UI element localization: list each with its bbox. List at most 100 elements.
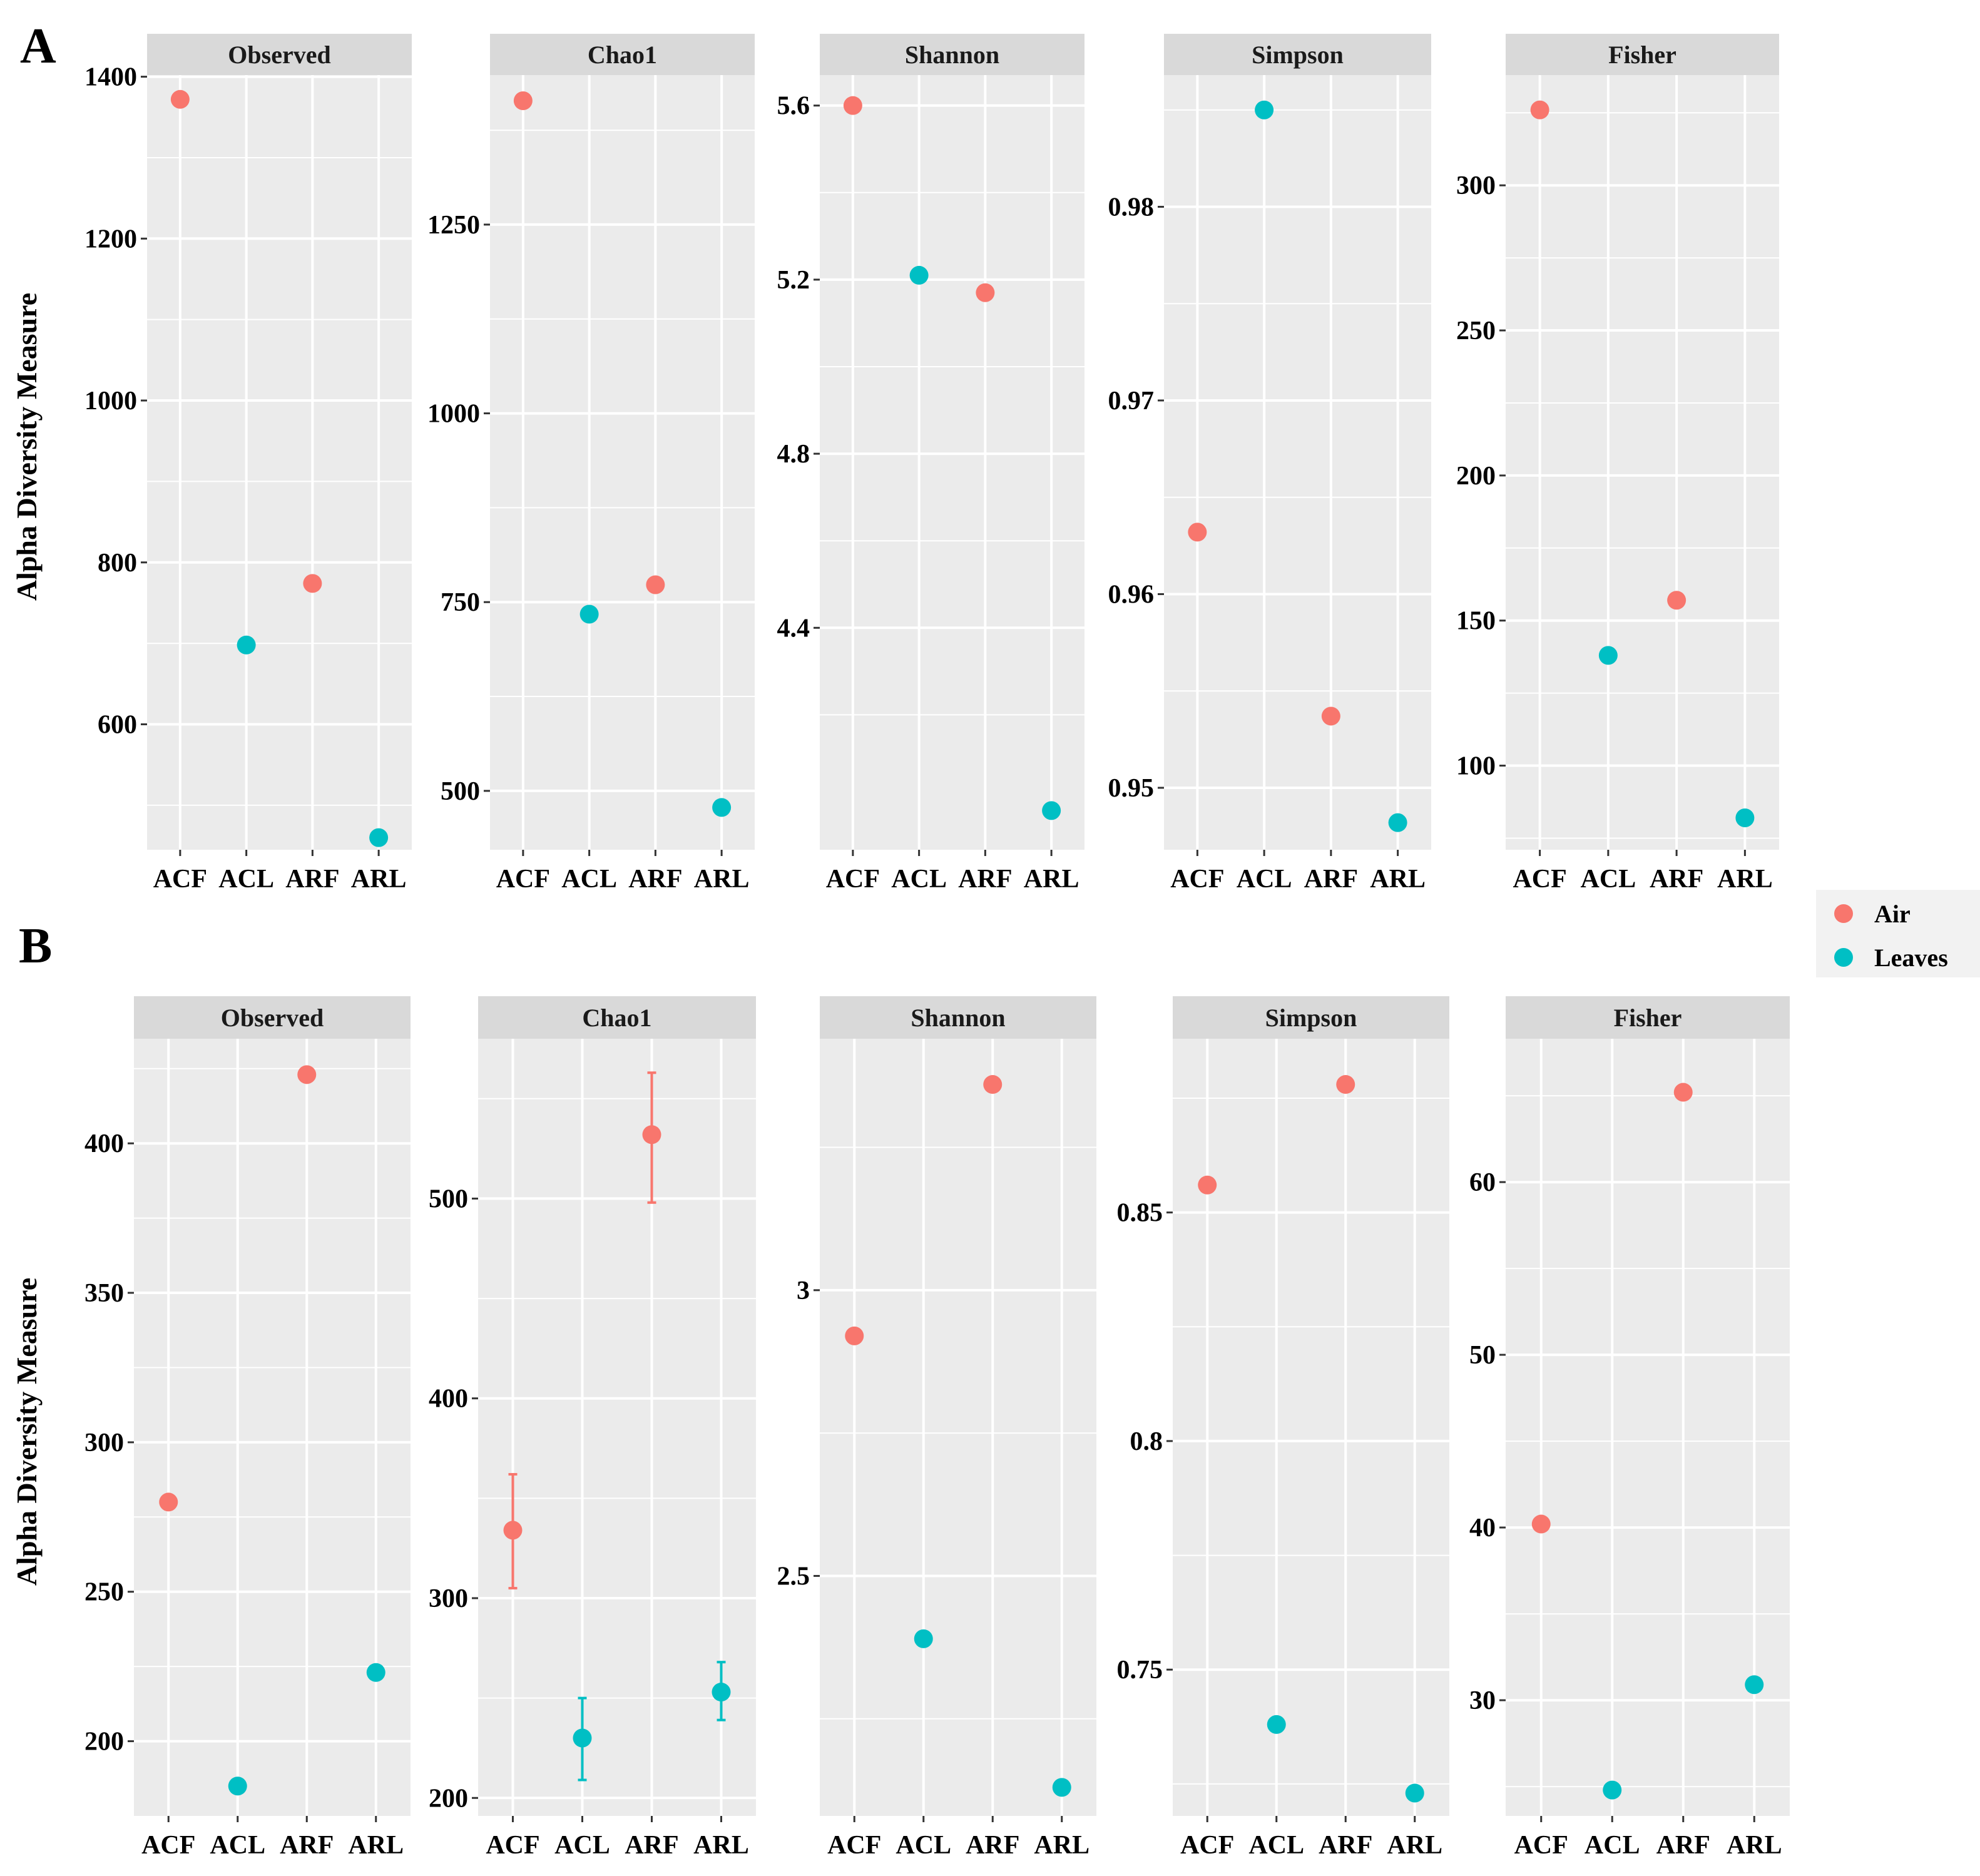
facet-strip	[147, 34, 412, 75]
data-point	[1673, 1083, 1693, 1102]
plot-panel	[1506, 75, 1779, 850]
facet-b-fisher: Fisher 30 40 50 60 ACF ACL ARF ARL	[1469, 996, 1790, 1860]
facet-strip	[1164, 34, 1431, 75]
facet-a-simpson: Simpson 0.95 0.96 0.97 0.98 ACF ACL ARF ARL	[1108, 34, 1431, 894]
data-point	[297, 1065, 317, 1084]
panel-label-b: B	[19, 919, 52, 974]
x-tick-label: ARL	[1370, 865, 1426, 894]
data-point	[1531, 1514, 1551, 1534]
y-tick-label: 150	[1456, 607, 1496, 636]
x-tick-label: ACL	[1248, 1831, 1304, 1860]
legend-key-air	[1834, 904, 1853, 923]
plot-panel	[1506, 1039, 1790, 1816]
x-tick-label: ACL	[1581, 865, 1636, 894]
data-point	[1388, 813, 1407, 832]
data-point	[712, 1683, 731, 1702]
facet-strip-title: Chao1	[582, 1004, 651, 1032]
facet-strip-title: Chao1	[588, 41, 657, 69]
x-tick-label: ACF	[826, 865, 880, 894]
plot-panel	[478, 1039, 756, 1816]
facet-strip-title: Shannon	[905, 41, 999, 69]
x-tick-label: ACF	[1514, 1831, 1568, 1860]
data-point	[1052, 1778, 1071, 1797]
data-point	[1603, 1780, 1622, 1800]
facet-strip	[134, 996, 411, 1039]
data-point	[579, 604, 599, 624]
y-tick-label: 800	[98, 549, 137, 578]
y-tick-label: 40	[1469, 1514, 1496, 1542]
plot-panel	[820, 1039, 1096, 1816]
facet-b-chao1: Chao1 200 300 400 500 ACF ACL ARF ARL	[429, 996, 756, 1860]
data-point	[573, 1728, 592, 1748]
data-point	[513, 91, 533, 111]
facet-strip	[820, 996, 1096, 1039]
x-tick-label: ARL	[348, 1831, 404, 1860]
facet-b-shannon: Shannon 2.5 3 ACF ACL ARF ARL	[777, 996, 1096, 1860]
y-tick-label: 500	[441, 777, 480, 806]
facet-strip	[478, 996, 756, 1039]
x-tick-label: ARL	[1717, 865, 1773, 894]
x-tick-label: ACL	[561, 865, 617, 894]
data-point	[712, 798, 732, 817]
x-tick-label: ARF	[1656, 1831, 1710, 1860]
x-tick-label: ACF	[486, 1831, 539, 1860]
y-tick-label: 500	[429, 1185, 468, 1213]
y-tick-label: 100	[1456, 752, 1496, 781]
data-point	[369, 828, 389, 847]
x-tick-label: ACL	[218, 865, 274, 894]
data-point	[914, 1629, 933, 1648]
facet-strip	[820, 34, 1084, 75]
facet-b-simpson: Simpson 0.75 0.8 0.85 ACF ACL ARF ARL	[1117, 996, 1449, 1860]
legend-label-air: Air	[1874, 900, 1911, 928]
x-tick-label: ARL	[694, 865, 750, 894]
y-tick-label: 0.85	[1117, 1199, 1163, 1228]
x-tick-label: ACL	[210, 1831, 265, 1860]
data-point	[843, 96, 862, 115]
data-point	[1530, 100, 1549, 120]
y-tick-label: 0.75	[1117, 1656, 1163, 1685]
plot-panel	[490, 75, 755, 850]
y-axis-title-b: Alpha Diversity Measure	[11, 1278, 43, 1586]
x-tick-label: ACL	[1237, 865, 1292, 894]
x-tick-label: ARL	[1024, 865, 1079, 894]
y-tick-label: 2.5	[777, 1562, 810, 1591]
y-tick-label: 0.8	[1130, 1427, 1163, 1456]
facet-strip-title: Simpson	[1252, 41, 1344, 69]
y-tick-label: 0.96	[1108, 580, 1155, 609]
facet-strip	[1506, 34, 1779, 75]
y-tick-label: 0.95	[1108, 774, 1155, 803]
x-tick-label: ARF	[285, 865, 339, 894]
y-tick-label: 5.2	[777, 266, 810, 295]
data-point	[228, 1777, 247, 1796]
y-tick-label: 200	[1456, 462, 1496, 491]
data-point	[976, 283, 995, 302]
facet-strip	[490, 34, 755, 75]
data-point	[1267, 1715, 1286, 1734]
x-tick-label: ACF	[153, 865, 207, 894]
facet-strip	[1173, 996, 1449, 1039]
y-tick-label: 1000	[84, 387, 137, 415]
y-tick-label: 5.6	[777, 92, 810, 121]
facet-strip	[1506, 996, 1790, 1039]
facet-b-observed: Observed 200 250 300 350 400 ACF ACL ARF ARL	[84, 996, 411, 1860]
y-tick-label: 300	[429, 1584, 468, 1613]
plot-panel	[1164, 75, 1431, 850]
x-tick-label: ACF	[1170, 865, 1224, 894]
y-tick-label: 60	[1469, 1168, 1496, 1197]
y-axis-title-a: Alpha Diversity Measure	[11, 293, 43, 601]
data-point	[1745, 1675, 1764, 1695]
y-tick-label: 4.4	[777, 614, 810, 643]
x-tick-label: ACF	[1513, 865, 1566, 894]
facet-strip-title: Shannon	[911, 1004, 1005, 1032]
facet-a-chao1: Chao1 500 750 1000 1250 ACF ACL ARF ARL	[427, 34, 755, 894]
facet-strip-title: Fisher	[1608, 41, 1676, 69]
data-point	[909, 265, 929, 285]
data-point	[1188, 523, 1207, 542]
data-point	[642, 1125, 661, 1144]
legend: Air Leaves	[1816, 890, 1980, 977]
plot-panel	[147, 75, 412, 850]
legend-label-leaves: Leaves	[1874, 944, 1948, 972]
data-point	[1405, 1783, 1424, 1803]
y-tick-label: 1200	[84, 225, 137, 253]
